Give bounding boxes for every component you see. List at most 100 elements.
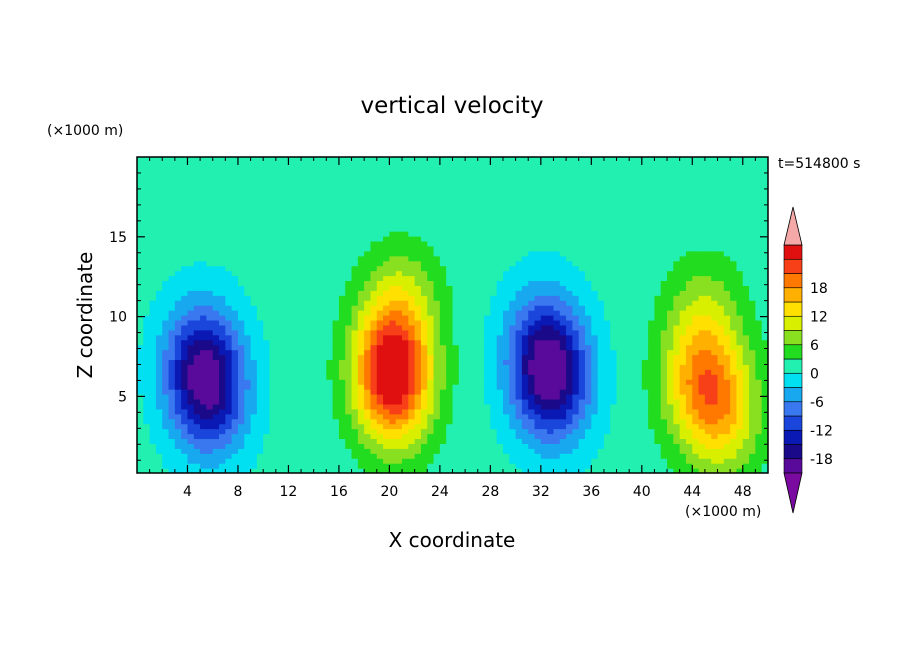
contour-cell [288, 280, 296, 286]
contour-cell [528, 285, 536, 291]
contour-cell [591, 364, 599, 370]
contour-cell [256, 394, 264, 400]
contour-cell [427, 403, 435, 410]
contour-cell [496, 310, 504, 316]
contour-cell [256, 275, 264, 282]
contour-cell [616, 453, 624, 459]
contour-cell [313, 161, 321, 168]
contour-cell [244, 359, 252, 365]
contour-cell [263, 359, 271, 365]
contour-cell [174, 324, 182, 331]
contour-cell [174, 285, 182, 291]
contour-cell [458, 250, 466, 257]
contour-cell [244, 221, 252, 227]
contour-cell [244, 458, 252, 464]
contour-cell [376, 334, 384, 341]
contour-cell [181, 418, 189, 425]
contour-cell [357, 359, 365, 365]
contour-cell [250, 389, 258, 395]
contour-cell [484, 191, 491, 198]
contour-cell [414, 374, 422, 380]
contour-cell [408, 369, 416, 375]
contour-cell [402, 295, 409, 301]
contour-cell [351, 394, 359, 400]
contour-cell [225, 374, 233, 380]
contour-cell [155, 433, 163, 440]
contour-cell [402, 389, 409, 395]
contour-cell [301, 339, 308, 346]
contour-cell [313, 374, 321, 380]
contour-cell [231, 334, 239, 341]
contour-cell [155, 196, 163, 203]
contour-cell [402, 319, 409, 326]
contour-cell [610, 275, 618, 282]
contour-cell [414, 319, 422, 326]
contour-cell [402, 231, 409, 237]
contour-cell [225, 468, 233, 473]
contour-cell [319, 186, 327, 193]
contour-cell [408, 398, 416, 405]
contour-cell [174, 389, 182, 395]
contour-cell [490, 275, 498, 282]
contour-cell [351, 463, 359, 469]
contour-cell [357, 354, 365, 361]
contour-cell [427, 171, 435, 178]
contour-cell [137, 196, 144, 203]
contour-cell [313, 339, 321, 346]
contour-cell [200, 403, 208, 410]
contour-cell [395, 310, 403, 316]
contour-cell [616, 403, 624, 410]
contour-cell [471, 295, 479, 301]
contour-cell [383, 364, 390, 370]
contour-cell [585, 394, 592, 400]
contour-cell [250, 270, 258, 277]
contour-cell [149, 433, 157, 440]
contour-cell [225, 211, 233, 217]
contour-cell [427, 166, 435, 173]
contour-cell [427, 443, 435, 449]
contour-cell [591, 438, 599, 444]
contour-cell [458, 255, 466, 262]
contour-cell [502, 265, 510, 272]
contour-cell [610, 448, 618, 454]
contour-cell [521, 428, 529, 435]
contour-cell [471, 211, 479, 217]
contour-cell [200, 438, 208, 444]
contour-cell [338, 448, 346, 454]
contour-cell [181, 226, 189, 232]
contour-cell [269, 236, 277, 242]
contour-cell [566, 408, 573, 415]
contour-cell [244, 468, 252, 473]
contour-cell [439, 250, 447, 257]
contour-cell [181, 186, 189, 193]
contour-cell [477, 265, 485, 272]
contour-cell [332, 290, 340, 296]
contour-cell [376, 423, 384, 430]
contour-cell [597, 255, 605, 262]
contour-cell [332, 408, 340, 415]
contour-cell [345, 166, 353, 173]
contour-cell [408, 463, 416, 469]
contour-cell [282, 384, 290, 390]
contour-cell [301, 463, 308, 469]
contour-cell [231, 176, 239, 183]
contour-cell [231, 408, 239, 415]
contour-cell [616, 448, 624, 454]
contour-cell [313, 270, 321, 277]
contour-cell [578, 260, 586, 267]
contour-cell [181, 354, 189, 361]
contour-cell [282, 216, 290, 222]
contour-cell [351, 240, 359, 247]
contour-cell [231, 285, 239, 291]
contour-cell [597, 206, 605, 212]
contour-cell [389, 186, 397, 193]
contour-cell [351, 329, 359, 336]
contour-cell [269, 255, 277, 262]
contour-cell [496, 166, 504, 173]
contour-cell [250, 290, 258, 296]
contour-cell [572, 206, 580, 212]
contour-cell [351, 339, 359, 346]
contour-cell [237, 161, 245, 168]
contour-cell [439, 255, 447, 262]
contour-cell [155, 260, 163, 267]
